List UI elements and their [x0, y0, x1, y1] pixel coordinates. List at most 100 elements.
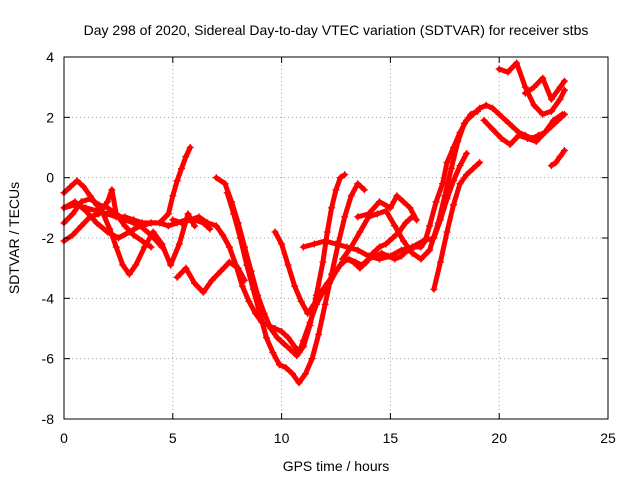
data-point: [284, 334, 292, 342]
data-point: [376, 198, 384, 206]
data-point: [460, 119, 468, 127]
data-point: [341, 171, 349, 179]
data-point: [541, 128, 549, 136]
data-point: [504, 68, 512, 76]
data-point: [186, 144, 194, 151]
data-point: [310, 300, 318, 308]
data-point: [221, 180, 229, 188]
data-point: [391, 222, 399, 230]
data-point: [332, 240, 340, 248]
data-point: [121, 213, 129, 221]
data-point: [147, 243, 155, 251]
data-point: [295, 379, 303, 387]
data-point: [208, 276, 216, 284]
data-point: [291, 343, 299, 351]
data-point: [419, 237, 427, 245]
data-point: [454, 137, 462, 145]
data-point: [204, 219, 212, 227]
data-point: [138, 237, 146, 245]
data-point: [212, 174, 220, 182]
data-point: [236, 234, 244, 242]
data-point: [376, 243, 384, 251]
data-point: [393, 192, 401, 200]
data-point: [547, 107, 555, 115]
series-17: [547, 147, 568, 170]
data-point: [560, 86, 568, 94]
data-point: [299, 243, 307, 251]
data-point: [441, 192, 449, 200]
series-13: [430, 159, 484, 293]
data-point: [67, 183, 75, 191]
data-series: [60, 59, 568, 387]
data-point: [530, 101, 538, 109]
series-trace: [61, 187, 154, 250]
series-11: [339, 107, 481, 263]
data-point: [73, 177, 81, 185]
data-point: [104, 210, 112, 218]
data-point: [413, 216, 421, 224]
data-point: [212, 222, 220, 230]
data-point: [436, 258, 444, 266]
x-axis-label: GPS time / hours: [283, 458, 390, 474]
series-trace: [224, 181, 367, 386]
data-point: [502, 116, 510, 124]
data-point: [77, 222, 85, 230]
series-14: [480, 110, 566, 148]
data-point: [243, 261, 251, 269]
data-point: [515, 131, 523, 139]
data-point: [408, 249, 416, 257]
data-point: [426, 222, 434, 230]
data-point: [382, 207, 390, 215]
data-point: [69, 231, 77, 239]
data-point: [432, 198, 440, 206]
data-point: [406, 204, 414, 212]
data-point: [291, 282, 299, 290]
data-point: [332, 186, 340, 194]
data-point: [245, 297, 253, 305]
data-point: [354, 213, 362, 221]
data-point: [356, 228, 364, 236]
data-point: [430, 285, 438, 293]
data-point: [391, 255, 399, 263]
data-point: [547, 95, 555, 103]
data-point: [173, 273, 181, 281]
y-tick-label: 4: [46, 49, 54, 65]
data-point: [195, 213, 203, 221]
data-point: [456, 180, 464, 188]
data-point: [456, 162, 464, 170]
data-point: [182, 264, 190, 272]
data-point: [330, 270, 338, 278]
y-axis-label: SDTVAR / TECUs: [6, 182, 22, 294]
data-point: [93, 219, 101, 227]
data-point: [147, 219, 155, 227]
data-point: [506, 140, 514, 148]
data-point: [249, 285, 257, 293]
data-point: [336, 261, 344, 269]
data-point: [319, 258, 327, 266]
data-point: [434, 219, 442, 227]
data-point: [347, 243, 355, 251]
data-point: [241, 276, 249, 284]
data-point: [323, 279, 331, 287]
data-point: [399, 198, 407, 206]
data-point: [556, 95, 564, 103]
data-point: [378, 249, 386, 257]
data-point: [199, 288, 207, 296]
series-3: [60, 186, 155, 251]
data-point: [328, 204, 336, 212]
data-point: [450, 201, 458, 209]
data-point: [339, 255, 347, 263]
data-point: [513, 59, 521, 67]
data-point: [121, 222, 129, 230]
y-tick-label: -6: [42, 351, 55, 367]
data-point: [354, 246, 362, 254]
data-point: [450, 177, 458, 185]
data-point: [539, 110, 547, 118]
data-point: [71, 198, 79, 206]
series-9: [271, 213, 416, 317]
series-4: [60, 198, 166, 251]
data-point: [191, 279, 199, 287]
data-point: [310, 240, 318, 248]
data-point: [282, 364, 290, 372]
data-point: [508, 122, 516, 130]
